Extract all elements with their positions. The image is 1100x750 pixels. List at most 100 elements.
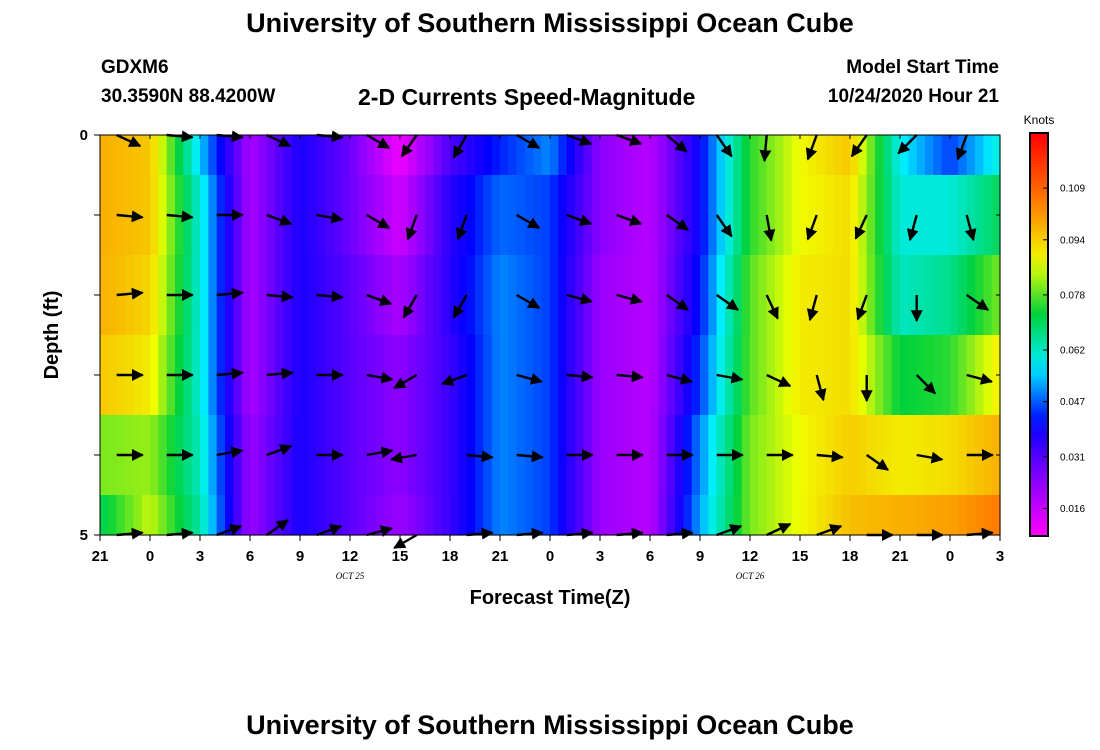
heatmap-cell <box>750 415 759 496</box>
heatmap-cell <box>408 175 418 256</box>
heatmap-cell <box>516 135 526 176</box>
heatmap-cell <box>258 495 268 536</box>
heatmap-cell <box>683 255 693 336</box>
heatmap-cell <box>200 335 209 416</box>
heatmap-cell <box>433 415 443 496</box>
current-vector <box>441 373 468 386</box>
heatmap-cell <box>875 255 884 336</box>
heatmap-cell <box>250 175 259 256</box>
heatmap-cell <box>666 135 676 176</box>
heatmap-cell <box>658 135 668 176</box>
heatmap-cell <box>291 415 301 496</box>
heatmap-cell <box>733 495 743 536</box>
heatmap-cell <box>933 335 943 416</box>
heatmap-cell <box>258 415 268 496</box>
heatmap-cell <box>600 135 609 176</box>
heatmap-cell <box>391 175 401 256</box>
heatmap-cell <box>941 335 951 416</box>
heatmap-cell <box>391 335 401 416</box>
heatmap-cell <box>341 255 351 336</box>
heatmap-cell <box>116 495 126 536</box>
current-vector <box>805 134 818 161</box>
heatmap-cell <box>708 255 718 336</box>
heatmap-cell <box>383 175 393 256</box>
heatmap-cell <box>133 175 143 256</box>
heatmap-cell <box>475 495 484 536</box>
heatmap-cell <box>966 495 976 536</box>
heatmap-cell <box>883 415 893 496</box>
heatmap-cell <box>941 415 951 496</box>
x-tick-label: 6 <box>646 548 654 565</box>
model-start-label: Model Start Time <box>846 57 999 78</box>
heatmap-cell <box>608 255 618 336</box>
heatmap-cell <box>141 335 151 416</box>
heatmap-cell <box>516 255 526 336</box>
current-vector <box>766 522 792 537</box>
heatmap-cell <box>100 495 109 536</box>
heatmap-cell <box>625 175 634 256</box>
heatmap-cell <box>850 175 859 256</box>
heatmap-cell <box>475 135 484 176</box>
heatmap-cell <box>508 135 518 176</box>
heatmap-cell <box>891 255 901 336</box>
current-vector <box>814 374 827 402</box>
heatmap-cell <box>533 135 543 176</box>
current-vector <box>266 213 293 226</box>
heatmap-cell <box>575 175 584 256</box>
heatmap-cell <box>250 255 259 336</box>
heatmap-cell <box>675 335 684 416</box>
heatmap-cell <box>891 495 901 536</box>
heatmap-cell <box>291 255 301 336</box>
heatmap-cell <box>291 335 301 416</box>
current-vector <box>716 294 739 311</box>
current-vector <box>316 524 343 537</box>
heatmap-cell <box>383 415 393 496</box>
heatmap-cell <box>475 255 484 336</box>
heatmap-cell <box>158 255 168 336</box>
current-vector <box>366 213 391 230</box>
heatmap-cell <box>108 255 118 336</box>
heatmap-cell <box>941 255 951 336</box>
colorbar: Knots 0.016 0.031 0.047 0.062 0.078 0.094 0.109 <box>1024 113 1085 537</box>
heatmap-cell <box>691 255 701 336</box>
heatmap-cell <box>658 255 668 336</box>
heatmap-cell <box>458 415 468 496</box>
current-vector <box>897 134 918 155</box>
current-vector <box>666 294 689 311</box>
x-tick-label: 15 <box>392 548 409 565</box>
heatmap-cell <box>275 135 284 176</box>
heatmap-cell <box>466 135 476 176</box>
heatmap-cell <box>808 255 818 336</box>
heatmap-cell <box>366 495 376 536</box>
heatmap-cell <box>183 175 193 256</box>
heatmap-cell <box>825 335 834 416</box>
heatmap-cell <box>983 255 993 336</box>
heatmap-cell <box>433 175 443 256</box>
heatmap-cell <box>916 175 926 256</box>
current-vector <box>765 294 779 320</box>
heatmap-cell <box>208 135 218 176</box>
heatmap-cell <box>775 135 784 176</box>
heatmap-cell <box>333 255 343 336</box>
heatmap-cell <box>208 175 218 256</box>
heatmap-cell <box>191 415 201 496</box>
heatmap-cell <box>508 495 518 536</box>
heatmap-cell <box>491 415 501 496</box>
heatmap-cell <box>408 495 418 536</box>
heatmap-cell <box>650 175 659 256</box>
colorbar-tick-label: 0.094 <box>1060 235 1085 246</box>
heatmap-cell <box>333 495 343 536</box>
heatmap-cell <box>241 495 251 536</box>
heatmap-cell <box>750 495 759 536</box>
current-vector <box>516 373 543 385</box>
heatmap-cell <box>925 175 934 256</box>
current-vector <box>216 287 244 300</box>
current-vector <box>266 519 289 536</box>
heatmap-cell <box>725 335 734 416</box>
current-vector <box>166 210 194 223</box>
heatmap-cell <box>733 135 743 176</box>
heatmap-cell <box>441 175 451 256</box>
heatmap-cell <box>908 335 918 416</box>
current-vector <box>116 287 144 300</box>
current-vector <box>516 450 544 463</box>
